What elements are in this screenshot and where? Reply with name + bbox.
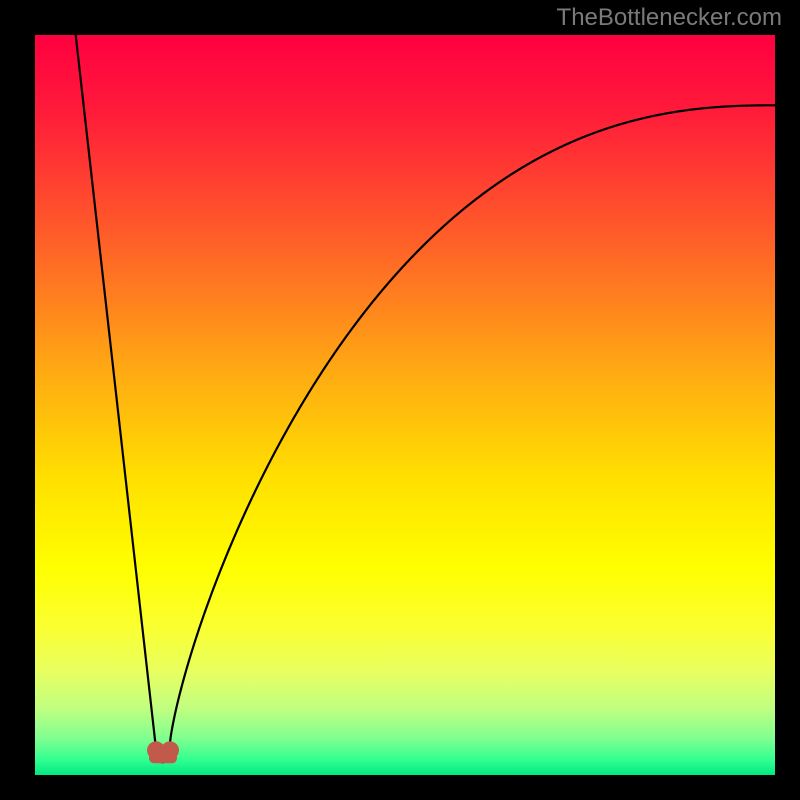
- chart-root: TheBottlenecker.com: [0, 0, 800, 800]
- plot-svg: [35, 35, 775, 775]
- plot-area: [35, 35, 775, 775]
- watermark-text: TheBottlenecker.com: [557, 4, 782, 32]
